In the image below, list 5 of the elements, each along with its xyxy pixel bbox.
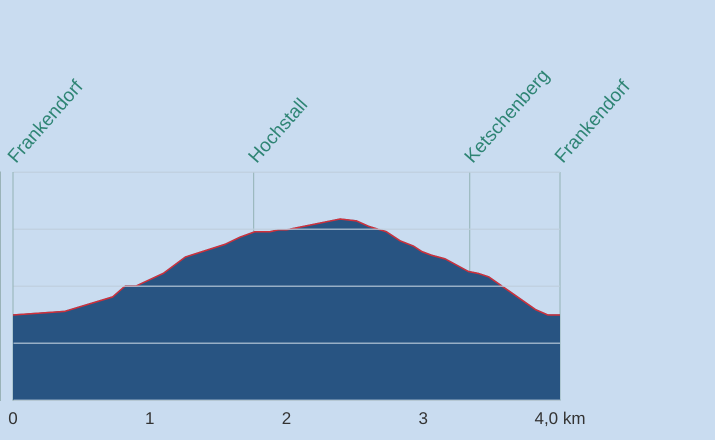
x-tick-label: 1: [145, 408, 154, 428]
x-tick-label: 2: [282, 408, 292, 428]
x-tick-label: 4,0 km: [534, 408, 586, 428]
x-tick-label: 0: [8, 408, 18, 428]
x-tick-label: 3: [418, 408, 428, 428]
